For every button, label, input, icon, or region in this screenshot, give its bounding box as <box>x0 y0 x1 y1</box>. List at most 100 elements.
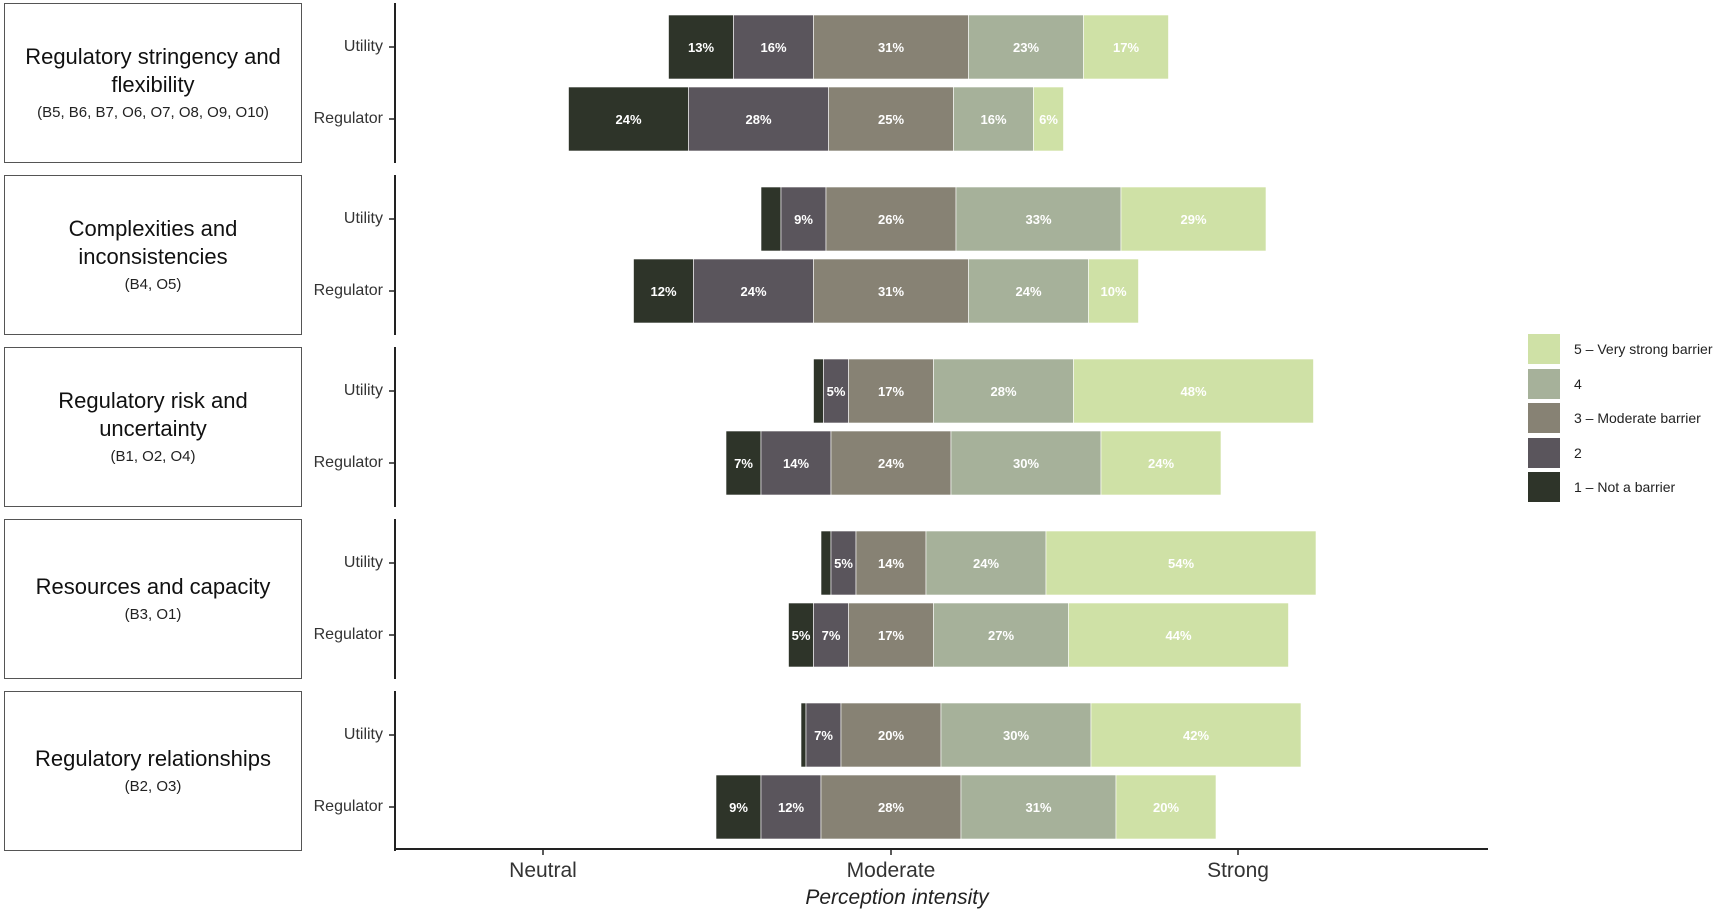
bar-value-label: 44% <box>1165 628 1191 643</box>
group-title: Regulatory relationships <box>34 746 272 771</box>
group-box-stringency: Regulatory stringency and flexibility (B… <box>4 3 302 163</box>
row-label-utility: Utility <box>343 726 383 743</box>
legend-item: 1 – Not a barrier <box>1528 470 1713 505</box>
legend-item: 4 <box>1528 367 1713 402</box>
bar-segment <box>830 530 857 596</box>
x-tick-neutral: Neutral <box>509 859 577 882</box>
row-label-utility: Utility <box>343 210 383 227</box>
group-box-relationships: Regulatory relationships (B2, O3) <box>4 691 302 851</box>
bar-value-label: 28% <box>745 112 771 127</box>
bar-segment <box>568 86 689 152</box>
bar-segment <box>968 258 1089 324</box>
legend-item: 3 – Moderate barrier <box>1528 401 1713 436</box>
bar-segment <box>813 258 969 324</box>
bar-segment <box>940 702 1092 768</box>
bar-segment <box>953 86 1034 152</box>
group-codes: (B3, O1) <box>124 606 182 623</box>
bar-value-label: 9% <box>794 212 813 227</box>
bar-value-label: 30% <box>1013 456 1039 471</box>
row-label-regulator: Regulator <box>313 282 383 299</box>
bar-value-label: 31% <box>878 40 904 55</box>
bar-segment <box>715 774 762 840</box>
bar-value-label: 20% <box>878 728 904 743</box>
bar-segment <box>820 530 832 596</box>
bar-value-label: 24% <box>878 456 904 471</box>
bar-value-label: 28% <box>990 384 1016 399</box>
x-axis-title: Perception intensity <box>805 886 989 909</box>
bar-value-label: 27% <box>988 628 1014 643</box>
bar-segment <box>813 602 849 668</box>
bar-segment <box>668 14 734 80</box>
legend-swatch <box>1528 403 1560 434</box>
bar-segment <box>830 430 952 496</box>
bar-segment <box>805 702 842 768</box>
bar-segment <box>955 186 1122 252</box>
bar-segment <box>1088 258 1139 324</box>
bar-value-label: 26% <box>878 212 904 227</box>
legend-label: 3 – Moderate barrier <box>1574 410 1701 427</box>
group-title: Resources and capacity <box>35 574 271 599</box>
legend-label: 2 <box>1574 444 1582 461</box>
bar-segment <box>733 14 814 80</box>
legend-label: 1 – Not a barrier <box>1574 479 1676 496</box>
legend-swatch <box>1528 472 1560 503</box>
bar-value-label: 6% <box>1039 112 1058 127</box>
bar-segment <box>788 602 814 668</box>
bar-segment <box>855 530 927 596</box>
bar-value-label: 5% <box>792 628 811 643</box>
bar-value-label: 20% <box>1153 800 1179 815</box>
bar-value-label: 31% <box>878 284 904 299</box>
bar-value-label: 9% <box>729 800 748 815</box>
bar-segment <box>933 602 1069 668</box>
bar-segment <box>813 358 824 424</box>
row-label-regulator: Regulator <box>313 454 383 471</box>
group-box-risk: Regulatory risk and uncertainty (B1, O2,… <box>4 347 302 507</box>
bar-segment <box>968 14 1084 80</box>
bar-value-label: 16% <box>760 40 786 55</box>
group-box-resources: Resources and capacity (B3, O1) <box>4 519 302 679</box>
row-label-utility: Utility <box>343 38 383 55</box>
bar-segment <box>760 774 822 840</box>
legend: 5 – Very strong barrier 4 3 – Moderate b… <box>1528 332 1713 505</box>
group-codes: (B5, B6, B7, O6, O7, O8, O9, O10) <box>37 104 269 121</box>
bar-segment <box>848 358 934 424</box>
bar-segment <box>925 530 1047 596</box>
bar-segment <box>725 430 762 496</box>
bar-segment <box>1068 602 1289 668</box>
bar-value-label: 28% <box>878 800 904 815</box>
row-label-regulator: Regulator <box>313 626 383 643</box>
x-tick-strong: Strong <box>1207 859 1269 882</box>
bar-value-label: 24% <box>615 112 641 127</box>
bar-segment <box>1073 358 1314 424</box>
bar-value-label: 33% <box>1025 212 1051 227</box>
bar-value-label: 17% <box>1113 40 1139 55</box>
bar-value-label: 24% <box>1015 284 1041 299</box>
bar-segment <box>820 774 962 840</box>
bar-value-label: 24% <box>740 284 766 299</box>
legend-swatch <box>1528 368 1560 399</box>
bar-segment <box>840 702 942 768</box>
bar-value-label: 17% <box>878 628 904 643</box>
bar-segment <box>693 258 814 324</box>
bar-segment <box>848 602 934 668</box>
bar-value-label: 5% <box>834 556 853 571</box>
group-title: Regulatory stringency and flexibility <box>25 44 281 97</box>
legend-label: 4 <box>1574 375 1582 392</box>
bar-segment <box>1045 530 1317 596</box>
bar-segment <box>813 14 969 80</box>
bar-value-label: 7% <box>734 456 753 471</box>
bar-value-label: 17% <box>878 384 904 399</box>
bar-value-label: 42% <box>1183 728 1209 743</box>
legend-swatch <box>1528 437 1560 468</box>
bar-value-label: 14% <box>783 456 809 471</box>
group-codes: (B1, O2, O4) <box>110 448 196 465</box>
bar-value-label: 12% <box>778 800 804 815</box>
bar-value-label: 7% <box>822 628 841 643</box>
bar-segment <box>1100 430 1222 496</box>
bar-value-label: 10% <box>1100 284 1126 299</box>
bar-segment <box>780 186 827 252</box>
bar-segment <box>800 702 807 768</box>
bar-segment <box>1083 14 1169 80</box>
bar-segment <box>1090 702 1302 768</box>
